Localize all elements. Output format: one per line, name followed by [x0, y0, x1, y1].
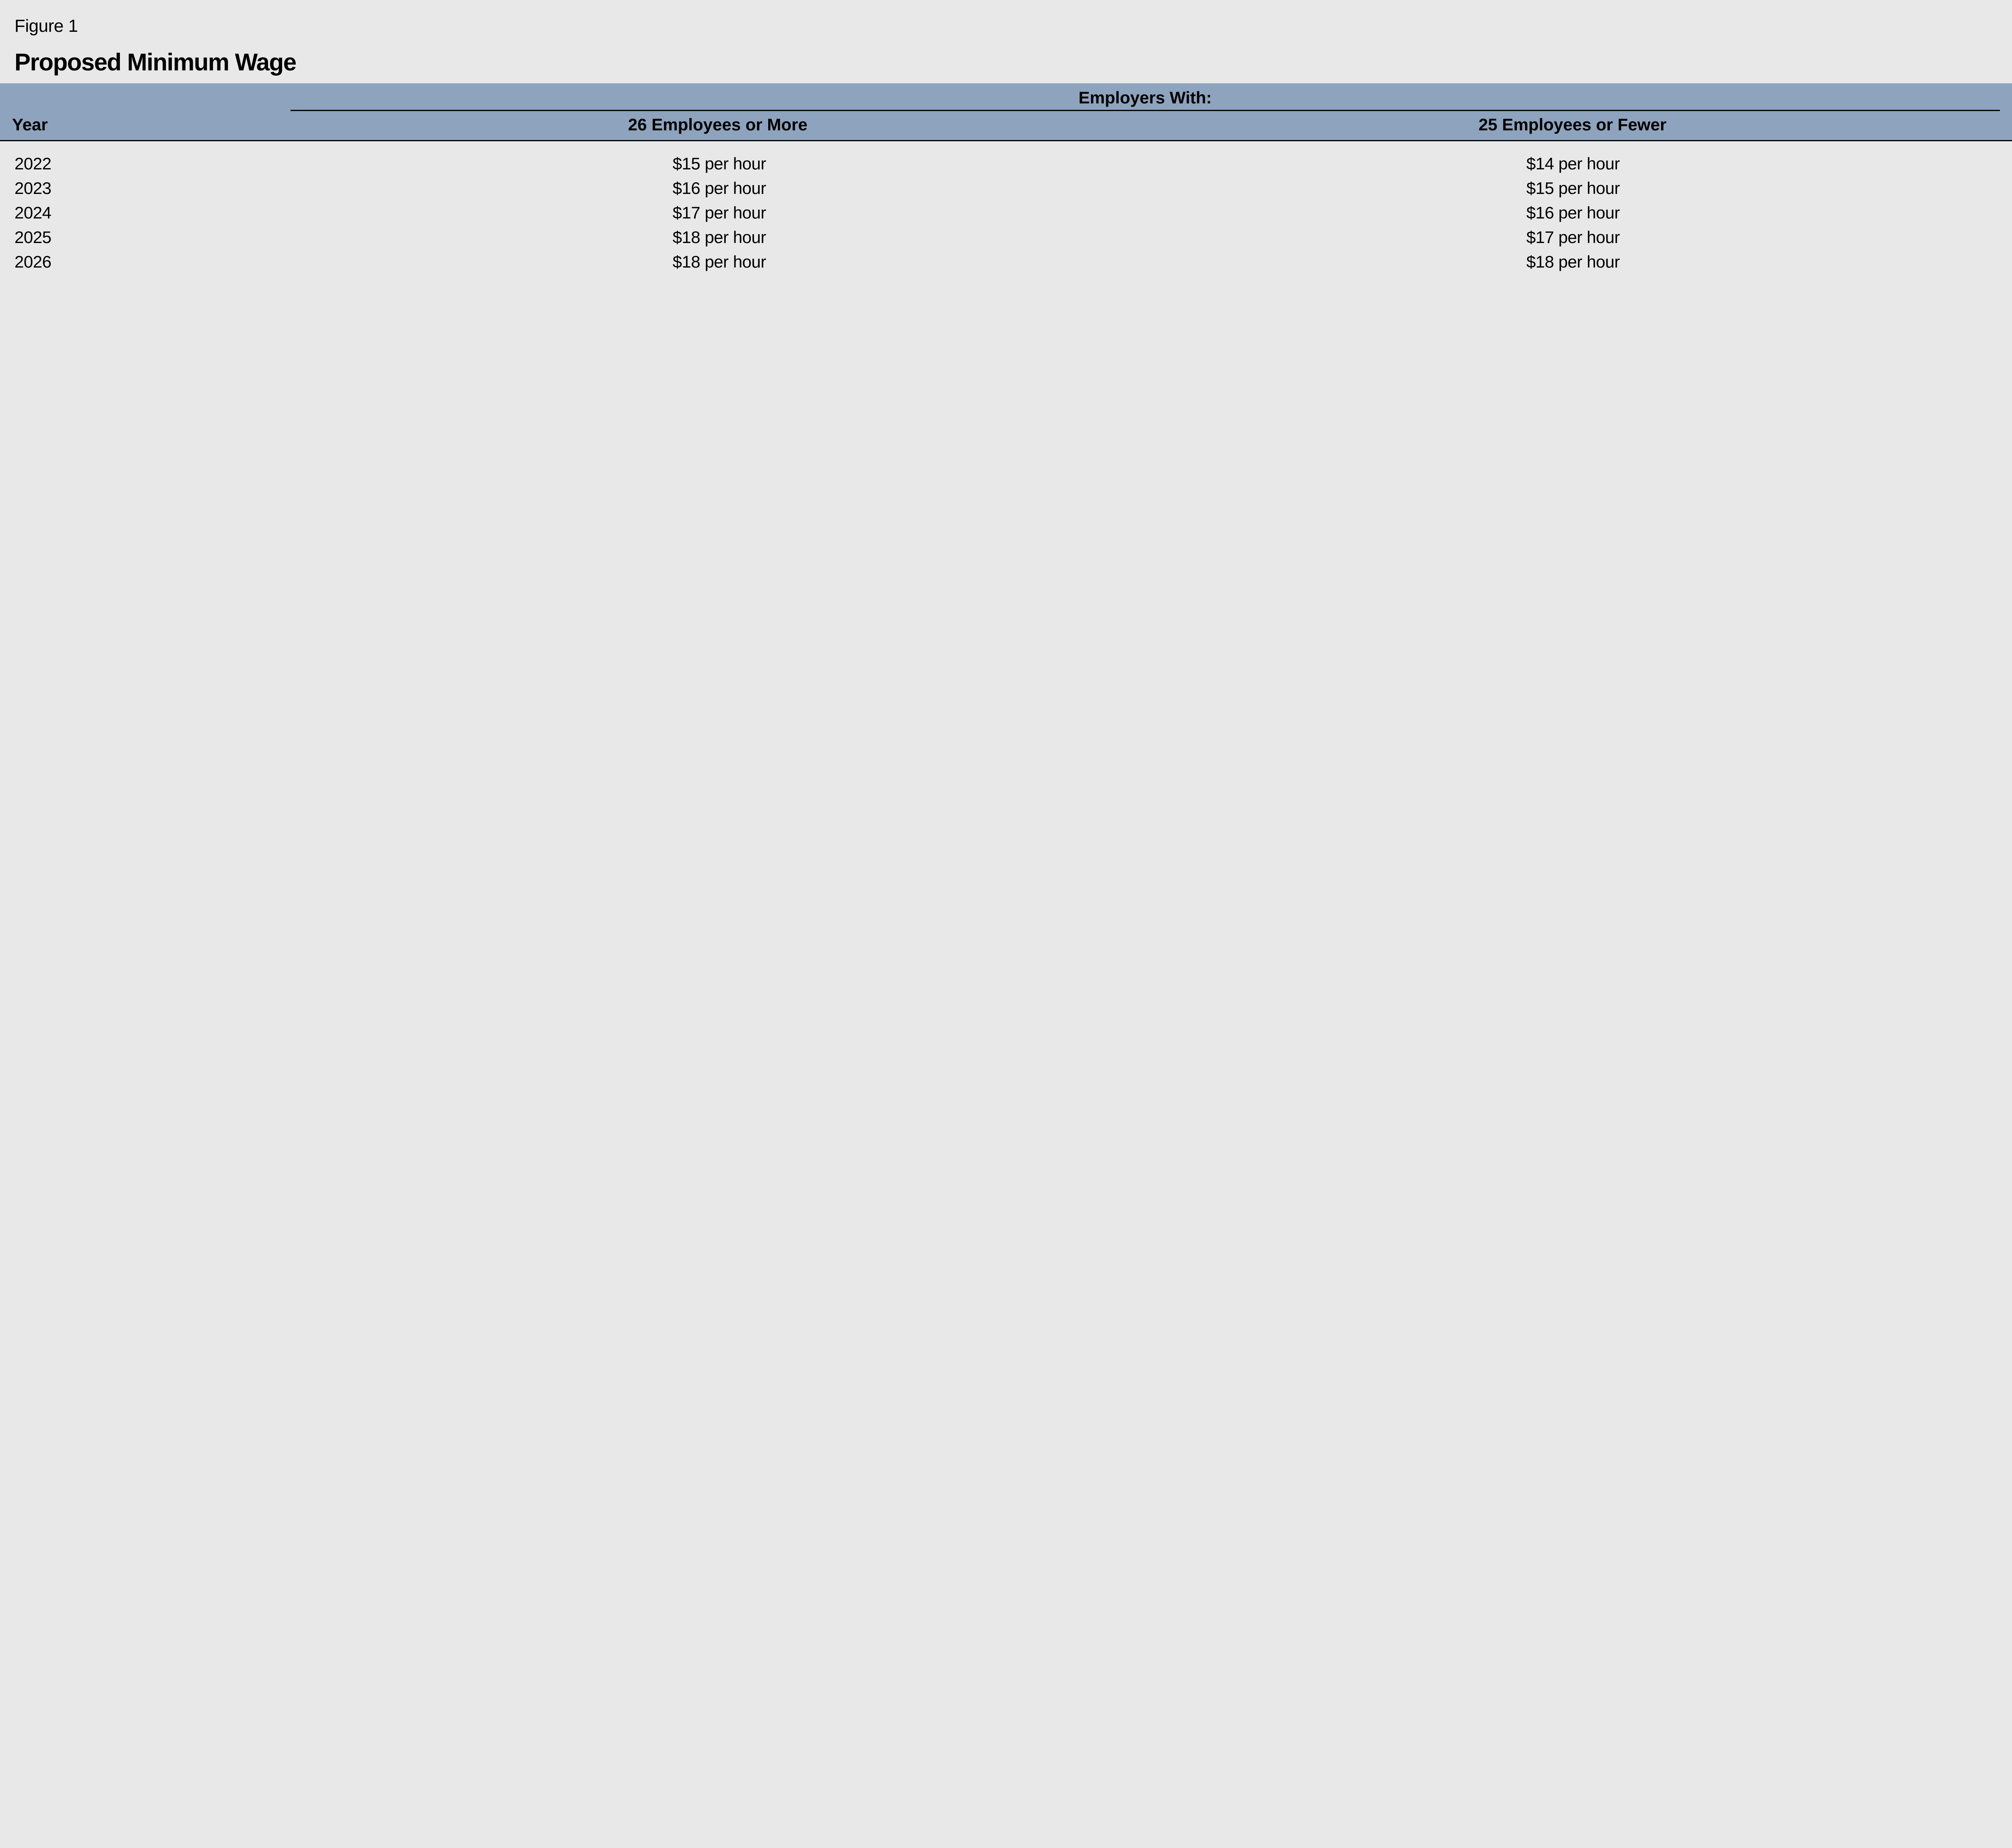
table-body: 2022 $15 per hour $14 per hour 2023 $16 … — [0, 141, 2012, 274]
cell-small: $14 per hour — [1146, 152, 2000, 176]
table-row: 2023 $16 per hour $15 per hour — [14, 176, 2000, 201]
cell-small: $18 per hour — [1146, 250, 2000, 274]
table-row: 2024 $17 per hour $16 per hour — [14, 201, 2000, 225]
cell-large: $15 per hour — [293, 152, 1146, 176]
cell-large: $16 per hour — [293, 176, 1146, 201]
cell-year: 2024 — [14, 201, 293, 225]
col-header-large-employer: 26 Employees or More — [291, 115, 1145, 134]
table-row: 2022 $15 per hour $14 per hour — [14, 152, 2000, 176]
cell-year: 2022 — [14, 152, 293, 176]
table-super-header: Employers With: — [291, 88, 2000, 110]
figure-container: Figure 1 Proposed Minimum Wage Employers… — [0, 0, 2012, 298]
cell-large: $18 per hour — [293, 225, 1146, 250]
table-column-headers: Year 26 Employees or More 25 Employees o… — [12, 115, 2000, 134]
col-header-year: Year — [12, 115, 291, 134]
wage-table: Employers With: Year 26 Employees or Mor… — [0, 83, 2012, 274]
table-header-band: Employers With: Year 26 Employees or Mor… — [0, 83, 2012, 141]
cell-small: $16 per hour — [1146, 201, 2000, 225]
cell-year: 2025 — [14, 225, 293, 250]
cell-small: $15 per hour — [1146, 176, 2000, 201]
col-header-small-employer: 25 Employees or Fewer — [1145, 115, 2000, 134]
table-row: 2026 $18 per hour $18 per hour — [14, 250, 2000, 274]
cell-year: 2026 — [14, 250, 293, 274]
table-row: 2025 $18 per hour $17 per hour — [14, 225, 2000, 250]
figure-label: Figure 1 — [14, 16, 2000, 36]
table-super-rule — [291, 110, 2000, 111]
cell-large: $17 per hour — [293, 201, 1146, 225]
cell-year: 2023 — [14, 176, 293, 201]
cell-large: $18 per hour — [293, 250, 1146, 274]
cell-small: $17 per hour — [1146, 225, 2000, 250]
figure-title: Proposed Minimum Wage — [14, 48, 2000, 76]
